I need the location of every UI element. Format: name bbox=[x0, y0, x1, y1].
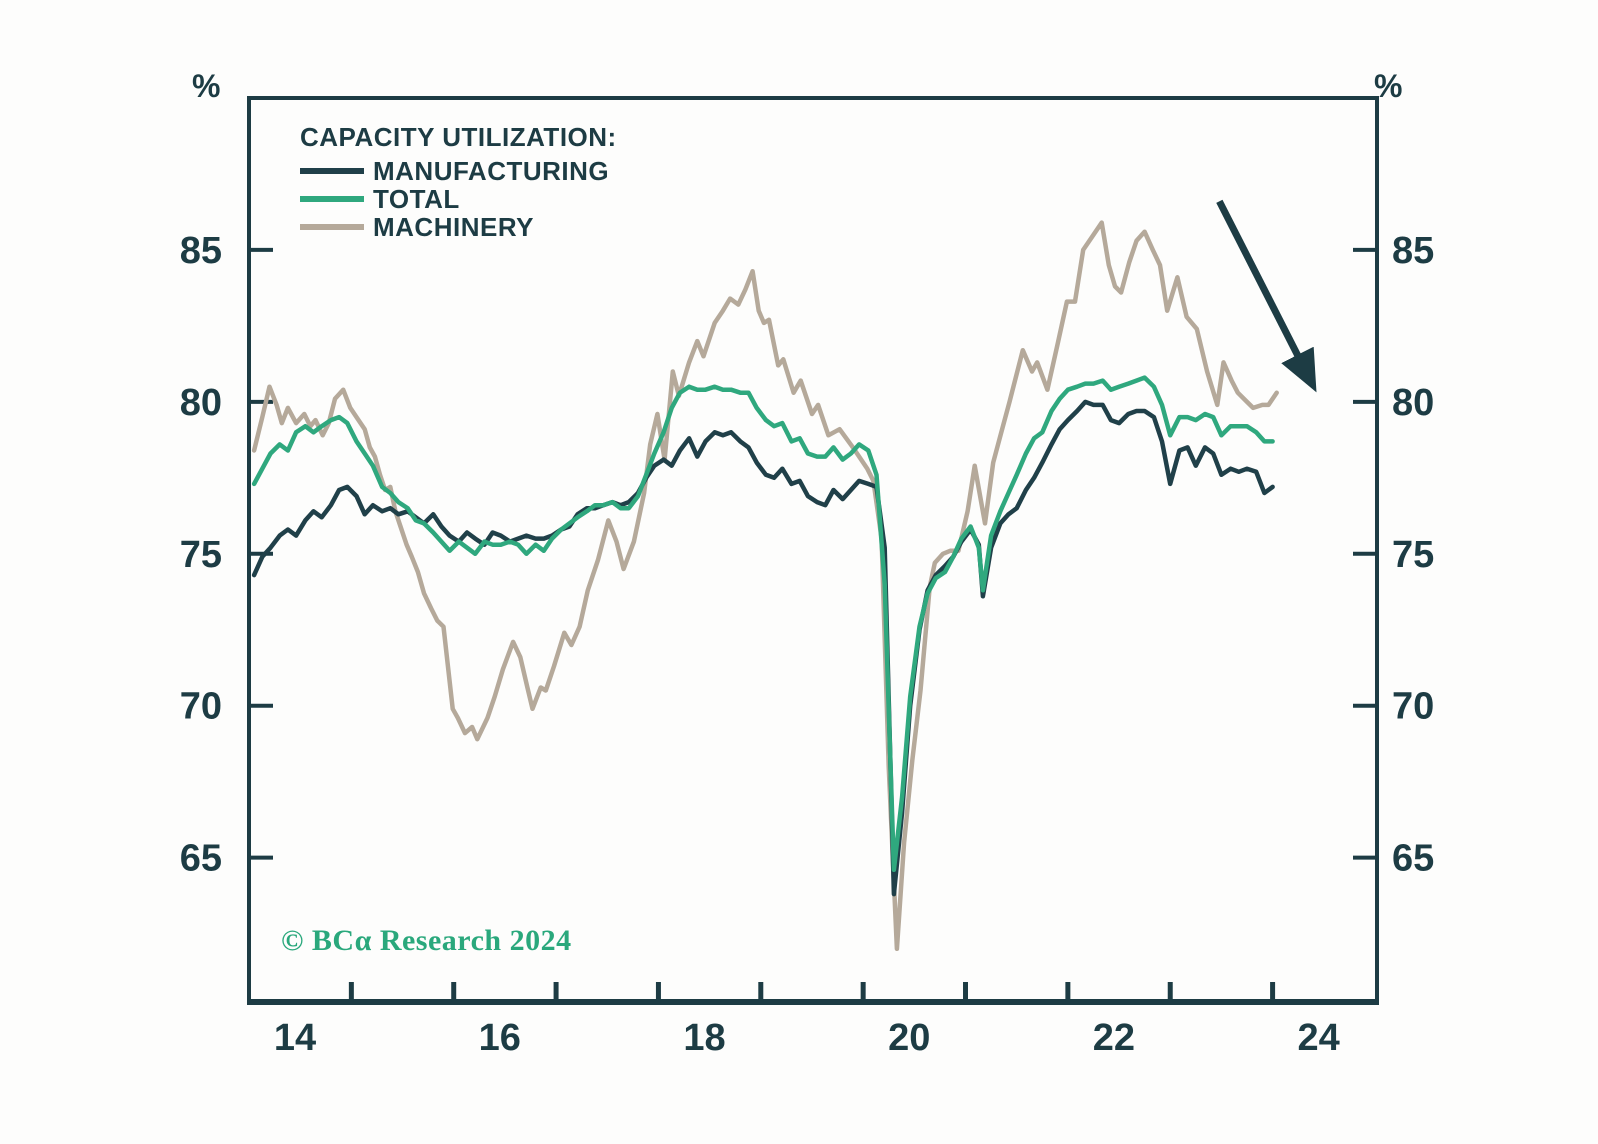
annotations bbox=[1216, 199, 1317, 393]
series-line-total bbox=[251, 375, 1275, 873]
y-tick-label-right: 75 bbox=[1392, 534, 1434, 576]
legend-item-total: TOTAL bbox=[300, 185, 617, 213]
y-tick-label-left: 85 bbox=[180, 230, 222, 272]
total-line-swatch-icon bbox=[300, 196, 364, 202]
x-tick-label: 22 bbox=[1093, 1017, 1135, 1059]
legend-item-machinery: MACHINERY bbox=[300, 213, 617, 241]
legend-label-total: TOTAL bbox=[373, 184, 460, 214]
legend-item-manufacturing: MANUFACTURING bbox=[300, 157, 617, 185]
manufacturing-line-swatch-icon bbox=[300, 168, 364, 174]
machinery-line-swatch-icon bbox=[300, 224, 364, 230]
y-tick-label-left: 70 bbox=[180, 686, 222, 728]
y-tick-label-right: 70 bbox=[1392, 686, 1434, 728]
x-tick-label: 14 bbox=[274, 1017, 316, 1059]
x-tick-label: 20 bbox=[888, 1017, 930, 1059]
y-tick-label-left: 80 bbox=[180, 382, 222, 424]
x-tick-label: 18 bbox=[683, 1017, 725, 1059]
legend-label-machinery: MACHINERY bbox=[373, 212, 534, 242]
y-axis-unit-left: % bbox=[192, 68, 221, 104]
legend-title: CAPACITY UTILIZATION: bbox=[300, 122, 617, 152]
series-line-manufacturing bbox=[251, 399, 1275, 897]
x-tick-label: 24 bbox=[1298, 1017, 1340, 1059]
y-tick-label-left: 65 bbox=[180, 838, 222, 880]
legend: CAPACITY UTILIZATION: MANUFACTURING TOTA… bbox=[300, 122, 617, 241]
x-tick-label: 16 bbox=[479, 1017, 521, 1059]
series-line-machinery bbox=[251, 220, 1279, 952]
axis-tick-labels: 65 65 70 70 75 75 80 80 85 85 14 16 18 20 22 24 bbox=[180, 230, 1435, 1059]
legend-label-manufacturing: MANUFACTURING bbox=[373, 156, 610, 186]
series-lines bbox=[251, 220, 1279, 952]
y-tick-label-right: 80 bbox=[1392, 382, 1434, 424]
downtrend-arrow-icon bbox=[1216, 199, 1317, 393]
axes bbox=[247, 96, 1379, 1005]
copyright-watermark: © BCα Research 2024 bbox=[281, 924, 572, 957]
y-tick-label-left: 75 bbox=[180, 534, 222, 576]
y-tick-label-right: 85 bbox=[1392, 230, 1434, 272]
y-tick-label-right: 65 bbox=[1392, 838, 1434, 880]
y-axis-unit-right: % bbox=[1374, 68, 1403, 104]
